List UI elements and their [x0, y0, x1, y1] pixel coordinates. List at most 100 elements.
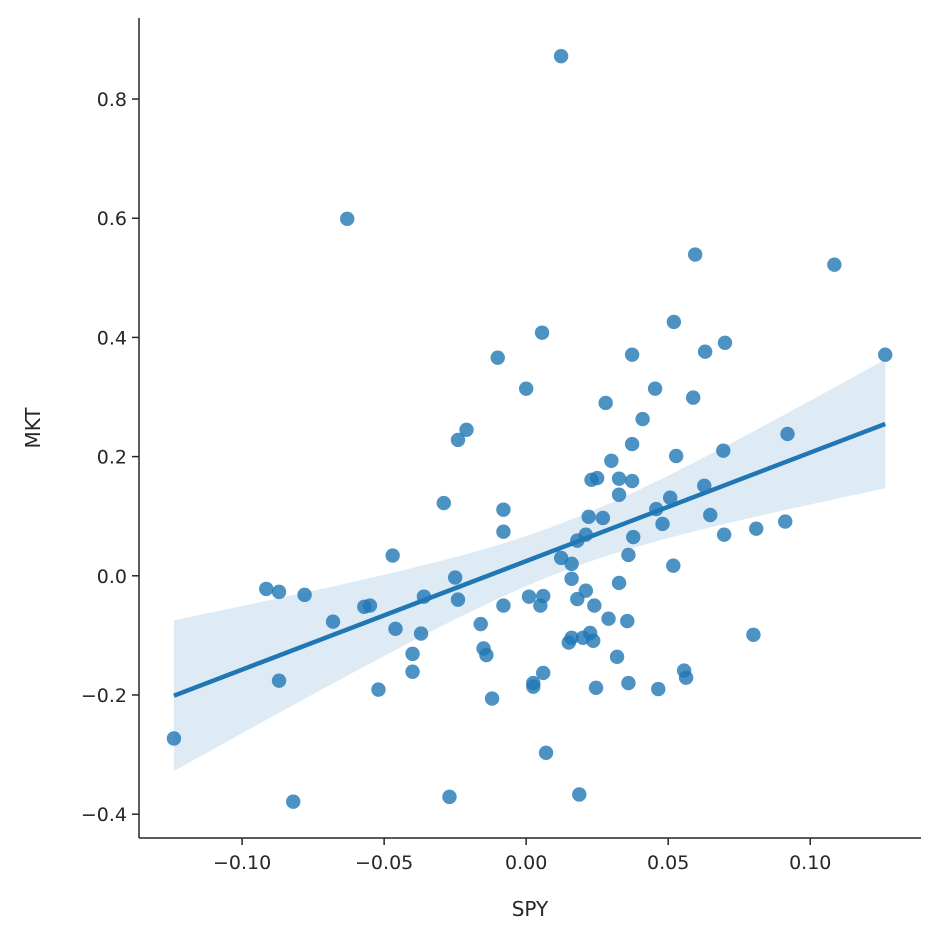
y-tick-label: 0.2	[97, 447, 127, 469]
data-point	[538, 745, 554, 760]
data-point	[564, 630, 579, 645]
confidence-band	[173, 359, 886, 771]
x-tick-label: 0.00	[505, 852, 547, 874]
data-point	[436, 495, 451, 511]
data-point	[604, 453, 619, 468]
data-point	[286, 794, 301, 809]
data-point	[536, 665, 551, 681]
data-point	[624, 436, 640, 452]
data-point	[624, 347, 640, 362]
data-point	[878, 347, 893, 362]
data-point	[442, 789, 457, 805]
data-point	[611, 575, 627, 591]
y-tick-label: 0.0	[97, 566, 127, 588]
data-point	[749, 521, 764, 536]
data-point	[413, 626, 429, 641]
data-point	[662, 490, 678, 505]
y-tick-label: 0.4	[97, 327, 127, 349]
data-point	[405, 664, 420, 679]
data-point	[581, 509, 596, 524]
data-point	[496, 502, 511, 517]
x-tick-label: 0.05	[647, 852, 689, 874]
data-point	[371, 682, 386, 697]
data-point	[598, 395, 613, 411]
data-point	[611, 487, 627, 502]
data-point	[635, 411, 650, 427]
data-point	[668, 448, 684, 464]
data-point	[626, 529, 641, 545]
data-point	[647, 381, 663, 396]
data-point	[595, 510, 611, 526]
y-tick-label: 0.8	[97, 89, 127, 111]
data-point	[572, 787, 587, 802]
data-point	[827, 257, 842, 272]
data-point	[405, 646, 420, 662]
data-point	[716, 443, 731, 458]
data-point	[697, 344, 713, 359]
y-tick-label: −0.4	[81, 804, 127, 826]
data-point	[385, 548, 400, 563]
x-ticks: −0.10 −0.05 0.00 0.05 0.10	[213, 838, 831, 874]
data-point	[685, 390, 701, 405]
data-point	[459, 422, 474, 437]
data-point	[473, 616, 488, 632]
data-point	[620, 613, 635, 629]
x-axis-label: SPY	[512, 897, 549, 921]
data-point	[678, 670, 694, 685]
data-point	[496, 598, 511, 613]
data-point	[651, 681, 666, 697]
x-tick-label: −0.05	[355, 852, 413, 874]
data-point	[716, 527, 732, 542]
data-point	[259, 581, 274, 597]
data-point	[536, 588, 551, 604]
data-point	[666, 558, 681, 573]
y-ticks: −0.4 −0.2 0.0 0.2 0.4 0.6 0.8	[81, 89, 139, 826]
data-point	[611, 471, 627, 486]
data-point	[609, 649, 625, 665]
y-tick-label: 0.6	[97, 208, 127, 230]
data-point	[621, 675, 636, 691]
regression-line-layer	[173, 421, 887, 698]
y-tick-label: −0.2	[81, 685, 127, 707]
data-point	[717, 335, 733, 350]
data-point	[534, 325, 550, 340]
data-point	[655, 516, 670, 532]
data-point	[564, 556, 579, 572]
data-point	[778, 514, 793, 529]
data-point	[780, 426, 795, 442]
data-point	[746, 627, 761, 642]
confidence-band-layer	[173, 359, 886, 771]
data-point	[479, 647, 494, 663]
data-point	[703, 507, 718, 523]
y-axis-label: MKT	[21, 407, 45, 449]
data-point	[490, 350, 505, 365]
data-point	[526, 679, 541, 694]
data-point	[564, 571, 579, 586]
data-point	[340, 211, 355, 227]
data-point	[484, 691, 500, 706]
data-point	[586, 633, 601, 648]
data-point	[450, 592, 466, 607]
data-point	[271, 584, 287, 600]
x-tick-label: −0.10	[213, 852, 271, 874]
regression-line	[173, 421, 887, 698]
data-point	[271, 673, 287, 688]
data-point	[601, 611, 616, 626]
data-point	[621, 547, 636, 563]
data-point	[588, 680, 604, 696]
data-point	[553, 550, 569, 566]
data-point	[518, 381, 534, 396]
data-point	[553, 48, 569, 64]
data-point	[362, 598, 378, 613]
data-point	[666, 314, 682, 330]
data-point	[450, 432, 466, 448]
data-point	[388, 621, 403, 637]
data-point	[496, 524, 511, 539]
data-point	[447, 570, 463, 585]
data-point	[297, 587, 312, 603]
data-point	[687, 247, 703, 262]
data-point	[587, 598, 602, 613]
data-point	[624, 473, 640, 489]
data-point	[325, 614, 341, 629]
